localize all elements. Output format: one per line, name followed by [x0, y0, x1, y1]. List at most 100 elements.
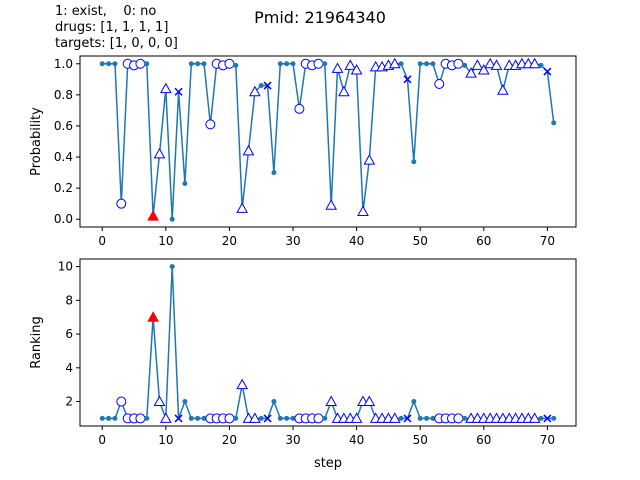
prob-xtick-label: 50 [413, 234, 428, 248]
targets-text: targets: [1, 0, 0, 0] [55, 36, 178, 51]
rank-point-dot [112, 415, 118, 421]
prob-point-triangle [528, 57, 541, 69]
prob-point-dot [322, 61, 328, 67]
prob-point-triangle [490, 59, 503, 70]
chart-title: Pmid: 21964340 [254, 8, 386, 27]
prob-xtick-label: 30 [285, 234, 300, 248]
drugs-text: drugs: [1, 1, 1, 1] [55, 20, 169, 35]
rank-point-circle [135, 413, 146, 424]
rank-ytick-label: 2 [65, 395, 73, 409]
rank-point-triangle [159, 412, 172, 423]
prob-point-circle [313, 58, 324, 69]
rank-xtick-label: 50 [413, 433, 428, 447]
prob-point-dot [169, 216, 175, 222]
prob-point-triangle [465, 67, 477, 78]
rank-ytick-label: 10 [58, 260, 73, 274]
prob-point-circle [205, 119, 216, 130]
prob-point-dot [462, 62, 468, 68]
rank-ytick-label: 4 [65, 361, 73, 375]
prob-xtick-label: 20 [222, 234, 237, 248]
prob-point-x [403, 75, 412, 84]
rank-point-triangle [236, 378, 249, 390]
prob-ytick-label: 0.4 [54, 150, 73, 164]
prob-point-dot [233, 62, 239, 68]
rank-point-dot [551, 415, 557, 421]
prob-point-dot [144, 61, 150, 67]
legend-text: 1: exist, 0: no [55, 4, 157, 19]
rank-point-x [403, 414, 412, 423]
prob-point-dot [195, 61, 201, 67]
prob-point-dot [411, 159, 417, 165]
prob-ytick-label: 0.8 [54, 88, 73, 102]
prob-point-dot [284, 61, 290, 67]
rank-point-dot [233, 415, 239, 421]
rank-point-circle [116, 396, 127, 407]
prob-point-triangle [242, 144, 255, 156]
rank-point-dot [271, 399, 277, 405]
rank-xtick-label: 0 [98, 433, 106, 447]
prob-point-x [263, 81, 272, 90]
rank-xtick-label: 60 [476, 433, 491, 447]
prob-point-dot [106, 61, 112, 67]
rank-point-dot [411, 399, 417, 405]
prob-point-triangle [477, 63, 490, 75]
prob-point-triangle [338, 85, 350, 97]
rank-point-dot [169, 264, 175, 270]
prob-point-triangle [484, 57, 497, 69]
prob-point-x [543, 67, 552, 76]
prob-point-triangle [153, 147, 166, 159]
rank-point-dot [424, 415, 430, 421]
prob-ytick-label: 0.0 [54, 212, 73, 226]
rank-point-highlight [147, 311, 159, 322]
rank-point-triangle [363, 395, 376, 407]
prob-point-highlight [147, 210, 159, 221]
prob-point-triangle [388, 57, 401, 69]
rank-point-dot [144, 415, 150, 421]
prob-point-circle [453, 58, 464, 69]
rank-point-circle [224, 413, 235, 424]
rank-point-dot [538, 415, 544, 421]
rank-point-triangle [249, 412, 261, 423]
rank-point-dot [398, 415, 404, 421]
rank-xtick-label: 40 [349, 433, 364, 447]
rank-point-dot [462, 415, 468, 421]
rank-point-dot [258, 415, 264, 421]
rank-point-triangle [350, 412, 363, 423]
rank-axes-frame [79, 258, 577, 427]
prob-ylabel: Probability [29, 107, 44, 176]
prob-ytick-label: 0.6 [54, 119, 73, 133]
prob-point-triangle [331, 62, 344, 73]
prob-point-dot [424, 61, 430, 67]
prob-point-triangle [344, 59, 357, 70]
prob-point-x [174, 87, 183, 96]
rank-point-triangle [388, 412, 401, 423]
rank-xtick-label: 20 [222, 433, 237, 447]
rank-point-triangle [153, 395, 166, 407]
prob-xtick-label: 40 [349, 234, 364, 248]
prob-ytick-label: 1.0 [54, 57, 73, 71]
prob-point-dot [430, 61, 436, 67]
prob-xtick-label: 0 [98, 234, 106, 248]
rank-ylabel: Ranking [29, 316, 44, 369]
rank-series-line [102, 266, 554, 420]
prob-point-dot [182, 180, 188, 186]
prob-point-triangle [249, 85, 261, 97]
prob-point-circle [116, 198, 127, 209]
rank-point-dot [106, 415, 112, 421]
rank-point-dot [290, 415, 296, 421]
prob-xtick-label: 10 [158, 234, 173, 248]
rank-point-dot [99, 415, 105, 421]
rank-point-x [174, 414, 183, 423]
prob-point-dot [201, 61, 207, 67]
rank-point-dot [182, 399, 188, 405]
prob-point-dot [188, 61, 194, 67]
rank-point-dot [188, 415, 194, 421]
rank-point-x [263, 414, 272, 423]
rank-ytick-label: 6 [65, 327, 73, 341]
rank-point-triangle [325, 395, 338, 407]
rank-point-dot [430, 415, 436, 421]
prob-point-dot [277, 61, 283, 67]
rank-point-dot [322, 415, 328, 421]
